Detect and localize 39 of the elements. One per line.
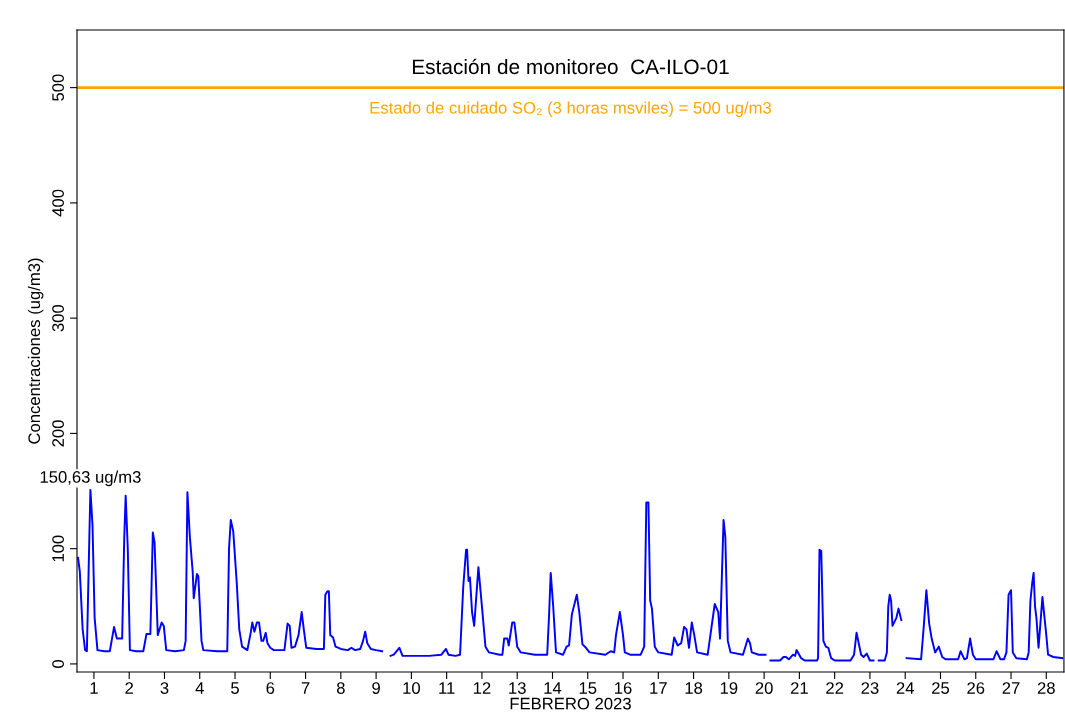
x-tick-label: 21 (790, 682, 808, 694)
annotation: 150,63 ug/m3 (40, 470, 141, 487)
x-tick-label: 24 (896, 682, 914, 694)
x-tick-label: 7 (301, 682, 310, 694)
x-tick-label: 19 (720, 682, 738, 694)
y-tick-label: 200 (52, 420, 64, 447)
x-tick-label: 3 (160, 682, 169, 694)
x-tick-label: 1 (90, 682, 98, 694)
x-tick-label: 18 (685, 682, 703, 694)
y-axis-title: Concentraciones (ug/m3) (27, 258, 44, 444)
x-tick-label: 14 (544, 682, 562, 694)
x-tick-label: 25 (932, 682, 950, 694)
y-tick-label: 400 (52, 189, 64, 217)
x-tick-label: 22 (826, 682, 844, 694)
x-tick-label: 20 (755, 682, 773, 694)
x-tick-label: 10 (403, 682, 421, 694)
x-tick-label: 28 (1037, 682, 1055, 694)
x-tick-label: 15 (579, 682, 597, 694)
x-tick-label: 13 (509, 682, 526, 694)
x-tick-label: 16 (615, 682, 632, 694)
text: Estación de monitoreo CA-ILO-01 (412, 58, 729, 75)
x-axis-title: FEBRERO 2023 (510, 697, 631, 710)
x-tick-label: 27 (1002, 682, 1020, 694)
x-tick-label: 2 (125, 682, 133, 694)
x-tick-label: 6 (266, 682, 275, 694)
y-tick-label: 500 (52, 74, 64, 101)
y-tick-label: 100 (52, 535, 64, 562)
y-tick-label: 300 (52, 304, 64, 332)
x-tick-label: 17 (650, 682, 667, 694)
x-tick-label: 26 (967, 682, 985, 694)
x-tick-label: 8 (336, 682, 345, 694)
ref-line-label: Estado de cuidado SO₂ (3 horas msviles) = 500 ug/m3 (370, 101, 771, 117)
x-tick-label: 4 (195, 682, 204, 694)
x-tick-label: 11 (439, 682, 455, 694)
x-tick-label: 5 (231, 682, 239, 694)
y-tick-label: 0 (52, 659, 64, 668)
x-tick-label: 23 (861, 682, 879, 694)
x-tick-label: 12 (473, 682, 491, 694)
x-tick-label: 9 (372, 682, 380, 694)
